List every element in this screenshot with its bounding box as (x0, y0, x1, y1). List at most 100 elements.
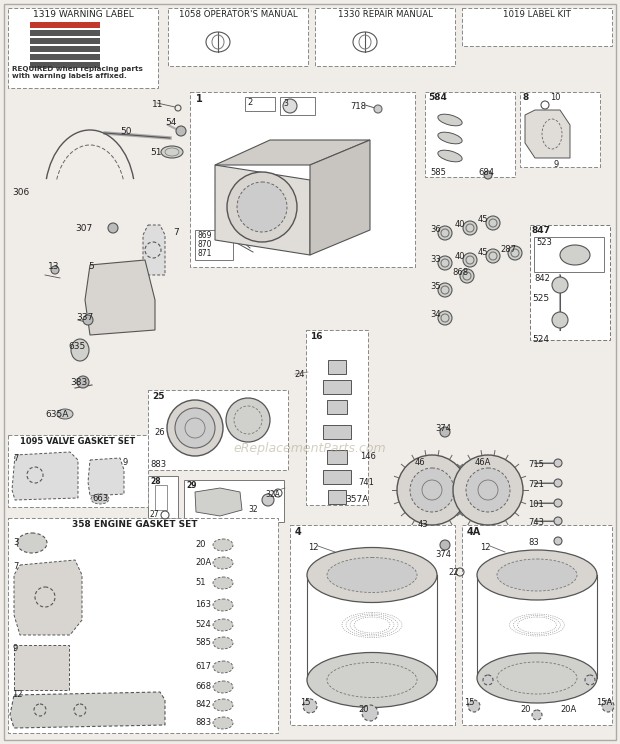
Bar (530, 225, 610, 340)
Circle shape (508, 246, 522, 260)
Bar (195, 230, 233, 260)
Text: 15A: 15A (596, 698, 612, 707)
Text: 43: 43 (418, 520, 428, 529)
Text: 1: 1 (196, 94, 203, 104)
Bar (425, 92, 515, 177)
Text: 585: 585 (195, 638, 211, 647)
Circle shape (362, 705, 378, 721)
Bar (290, 525, 455, 725)
Circle shape (440, 540, 450, 550)
Bar (155, 485, 167, 510)
Text: 12: 12 (308, 543, 319, 552)
Bar (306, 330, 368, 505)
Text: REQUIRED when replacing parts
with warning labels affixed.: REQUIRED when replacing parts with warni… (12, 66, 143, 79)
Text: 40: 40 (455, 252, 466, 261)
Bar (323, 380, 351, 394)
Text: 1019 LABEL KIT: 1019 LABEL KIT (503, 10, 571, 19)
Circle shape (460, 269, 474, 283)
Bar (30, 62, 100, 68)
Text: 50: 50 (120, 127, 131, 136)
Circle shape (484, 171, 492, 179)
Circle shape (486, 249, 500, 263)
Ellipse shape (213, 539, 233, 551)
Text: 83: 83 (528, 538, 539, 547)
Bar (323, 470, 351, 484)
Ellipse shape (477, 550, 597, 600)
Text: 684: 684 (478, 168, 494, 177)
Ellipse shape (307, 548, 437, 603)
Circle shape (466, 468, 510, 512)
Circle shape (176, 126, 186, 136)
Text: 33: 33 (430, 255, 441, 264)
Circle shape (463, 253, 477, 267)
Text: 163: 163 (195, 600, 211, 609)
Text: 525: 525 (532, 294, 549, 303)
Text: 357A: 357A (345, 495, 368, 504)
Ellipse shape (213, 681, 233, 693)
Ellipse shape (91, 494, 109, 504)
Ellipse shape (213, 661, 233, 673)
Text: 4A: 4A (467, 527, 481, 537)
Bar (30, 30, 100, 36)
Text: 337: 337 (76, 313, 93, 322)
Bar (8, 518, 278, 733)
Text: 7: 7 (13, 562, 19, 571)
Text: 847: 847 (532, 226, 551, 235)
Ellipse shape (213, 699, 233, 711)
Text: 2: 2 (247, 98, 252, 107)
Bar (534, 237, 604, 272)
Circle shape (374, 105, 382, 113)
Text: 715: 715 (528, 460, 544, 469)
Text: 1058 OPERATOR'S MANUAL: 1058 OPERATOR'S MANUAL (179, 10, 298, 19)
Text: 16: 16 (310, 332, 322, 341)
Text: 9: 9 (122, 458, 127, 467)
Text: 1319 WARNING LABEL: 1319 WARNING LABEL (33, 10, 133, 19)
Circle shape (237, 182, 287, 232)
Ellipse shape (213, 637, 233, 649)
Text: 101: 101 (528, 500, 544, 509)
Text: 20A: 20A (195, 558, 211, 567)
Bar (520, 92, 600, 167)
Circle shape (77, 376, 89, 388)
Circle shape (554, 479, 562, 487)
Bar (327, 400, 347, 414)
Text: 32A: 32A (265, 490, 280, 499)
Bar (328, 360, 346, 374)
Text: 883: 883 (150, 460, 166, 469)
Circle shape (226, 398, 270, 442)
Polygon shape (195, 488, 242, 516)
Text: 585: 585 (430, 168, 446, 177)
Circle shape (108, 223, 118, 233)
Ellipse shape (477, 653, 597, 703)
Text: 34: 34 (430, 310, 441, 319)
Bar (462, 8, 612, 46)
Circle shape (486, 216, 500, 230)
Circle shape (303, 699, 317, 713)
Text: 46: 46 (415, 458, 425, 467)
Text: 663: 663 (92, 494, 108, 503)
Text: 741: 741 (358, 478, 374, 487)
Circle shape (283, 99, 297, 113)
Text: 20: 20 (520, 705, 531, 714)
Text: 8: 8 (523, 93, 529, 102)
Circle shape (438, 256, 452, 270)
Text: 20: 20 (195, 540, 205, 549)
Text: 22: 22 (448, 568, 459, 577)
Text: 524: 524 (195, 620, 211, 629)
Bar (148, 476, 178, 518)
Circle shape (438, 226, 452, 240)
Ellipse shape (213, 599, 233, 611)
Text: 45: 45 (478, 215, 489, 224)
Circle shape (585, 675, 595, 685)
Text: 26: 26 (154, 428, 165, 437)
Text: 12: 12 (12, 690, 22, 699)
Text: 20: 20 (358, 705, 368, 714)
Polygon shape (85, 260, 155, 335)
Circle shape (438, 311, 452, 325)
Text: 12: 12 (480, 543, 490, 552)
Ellipse shape (438, 132, 462, 144)
Circle shape (227, 172, 297, 242)
Text: 842: 842 (195, 700, 211, 709)
Circle shape (397, 455, 467, 525)
Circle shape (440, 427, 450, 437)
